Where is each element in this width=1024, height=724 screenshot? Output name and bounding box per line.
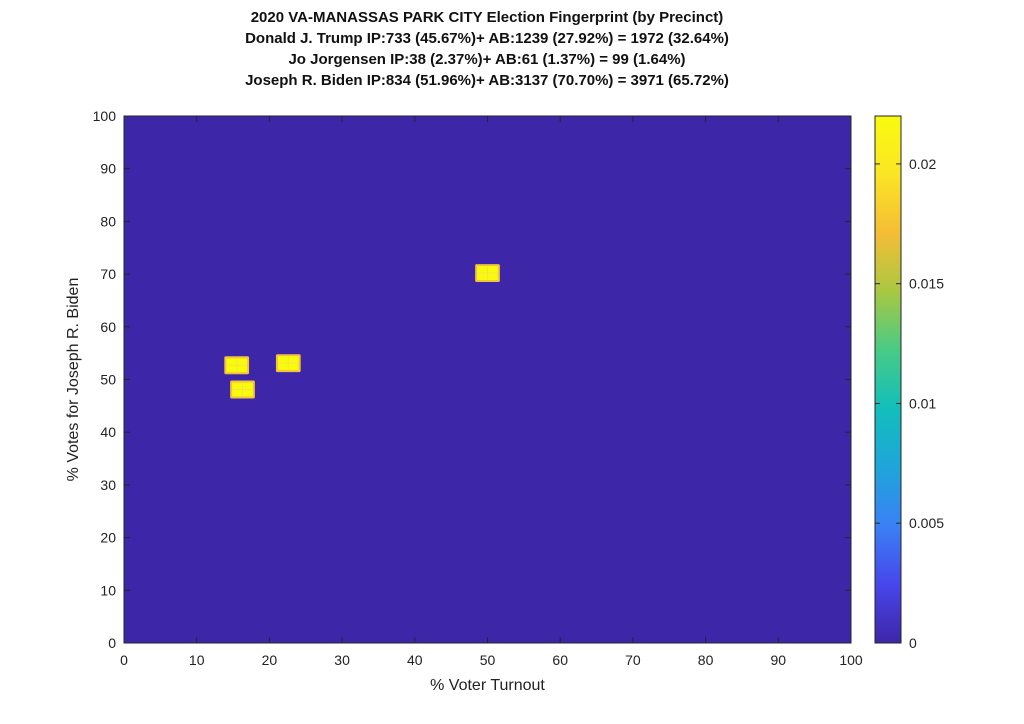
heatmap-cell [275, 354, 301, 373]
x-tick-label: 0 [120, 652, 128, 668]
y-tick-label: 90 [100, 161, 116, 177]
x-tick-label: 60 [552, 652, 568, 668]
y-tick-label: 10 [100, 582, 116, 598]
heatmap-background [124, 116, 851, 643]
x-tick-label: 10 [189, 652, 205, 668]
x-tick-label: 40 [407, 652, 423, 668]
x-tick-label: 80 [698, 652, 714, 668]
y-tick-label: 60 [100, 319, 116, 335]
x-tick-label: 70 [625, 652, 641, 668]
heatmap-cell [224, 356, 250, 375]
x-axis: 0 10 20 30 40 50 60 70 80 90 100 [120, 116, 863, 668]
title-line: 2020 VA-MANASSAS PARK CITY Election Fing… [251, 9, 724, 26]
title-line: Jo Jorgensen IP:38 (2.37%)+ AB:61 (1.37%… [288, 51, 685, 68]
colorbar: 0 0.005 0.01 0.015 0.02 [874, 115, 944, 651]
y-tick-label: 40 [100, 424, 116, 440]
y-tick-label: 20 [100, 530, 116, 546]
heatmap-cell [475, 264, 500, 283]
colorbar-tick-label: 0.01 [909, 395, 936, 411]
y-axis-label: % Votes for Joseph R. Biden [65, 278, 82, 482]
colorbar-tick-label: 0.02 [909, 156, 936, 172]
x-tick-label: 50 [480, 652, 496, 668]
y-tick-label: 100 [93, 108, 117, 124]
colorbar-tick-label: 0.005 [909, 515, 944, 531]
y-tick-label: 80 [100, 213, 116, 229]
y-tick-label: 30 [100, 477, 116, 493]
plot-area [123, 115, 852, 644]
chart-title: 2020 VA-MANASSAS PARK CITY Election Fing… [245, 9, 729, 89]
x-tick-label: 20 [262, 652, 278, 668]
x-tick-label: 100 [839, 652, 863, 668]
colorbar-gradient [874, 115, 902, 644]
y-tick-label: 50 [100, 372, 116, 388]
colorbar-tick-label: 0 [909, 635, 917, 651]
y-tick-label: 70 [100, 266, 116, 282]
x-tick-label: 30 [334, 652, 350, 668]
title-line: Donald J. Trump IP:733 (45.67%)+ AB:1239… [245, 30, 729, 47]
x-tick-label: 90 [771, 652, 787, 668]
x-axis-label: % Voter Turnout [430, 677, 545, 694]
y-axis: 0 10 20 30 40 50 60 70 80 90 100 [93, 108, 851, 651]
y-tick-label: 0 [108, 635, 116, 651]
heatmap-cell [230, 380, 255, 399]
colorbar-tick-label: 0.015 [909, 276, 944, 292]
title-line: Joseph R. Biden IP:834 (51.96%)+ AB:3137… [245, 72, 729, 89]
